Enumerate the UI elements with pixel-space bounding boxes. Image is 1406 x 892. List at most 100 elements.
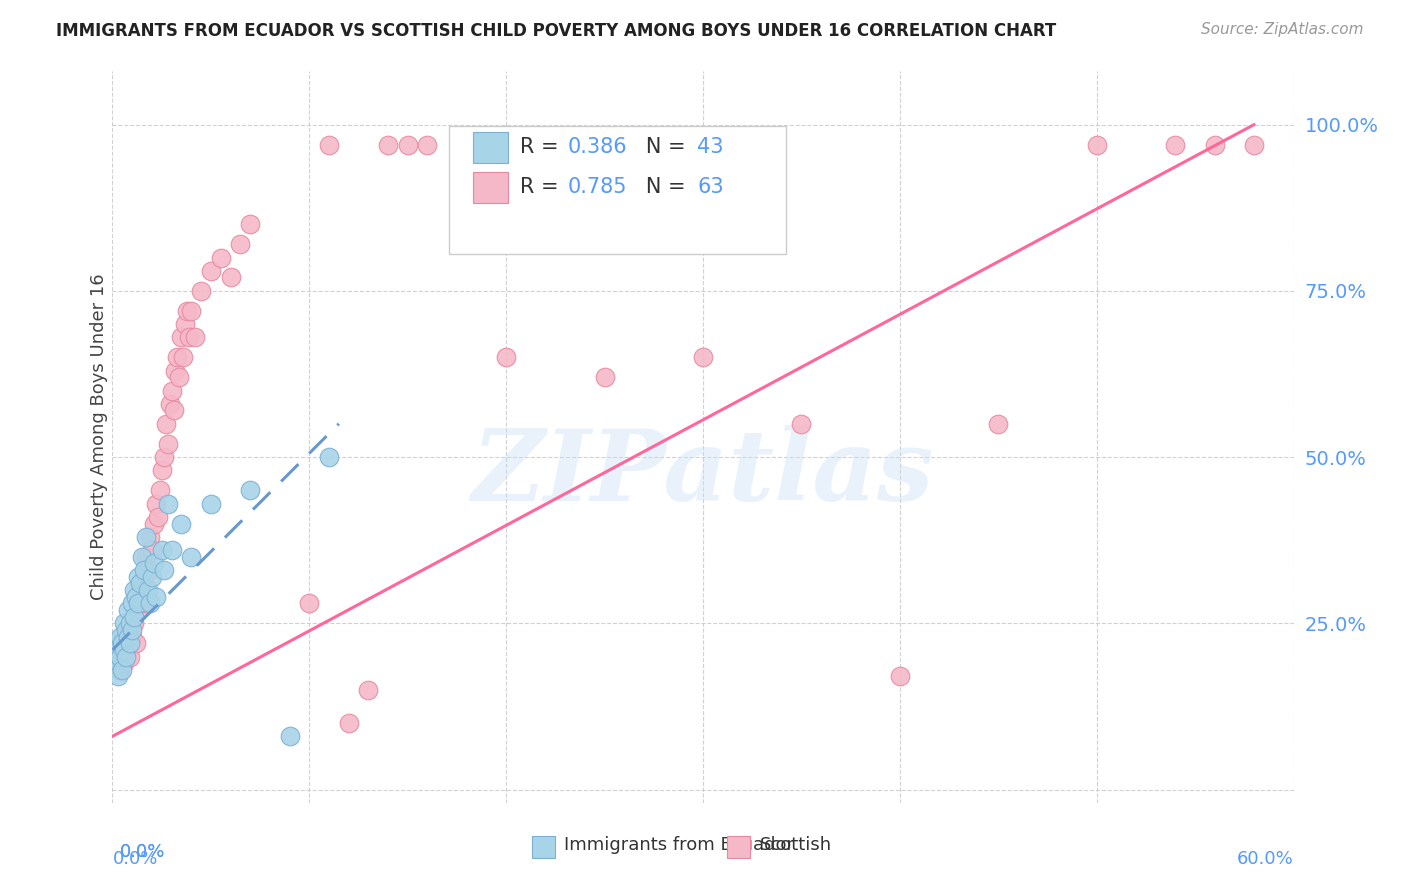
Point xyxy=(117,630,139,644)
Point xyxy=(298,596,321,610)
Point xyxy=(170,330,193,344)
Point xyxy=(790,417,813,431)
Point xyxy=(1085,137,1108,152)
Point xyxy=(120,649,142,664)
Bar xyxy=(472,132,508,163)
Point xyxy=(166,351,188,365)
Point xyxy=(162,403,184,417)
Point xyxy=(229,237,252,252)
Text: Immigrants from Ecuador: Immigrants from Ecuador xyxy=(564,836,793,855)
Point xyxy=(127,596,149,610)
Text: 60.0%: 60.0% xyxy=(1237,850,1294,868)
Point xyxy=(132,570,155,584)
Point xyxy=(172,351,194,365)
Point xyxy=(169,370,191,384)
Point xyxy=(120,616,142,631)
Text: 0.0%: 0.0% xyxy=(120,843,165,861)
Point xyxy=(112,616,135,631)
Point xyxy=(132,563,155,577)
Y-axis label: Child Poverty Among Boys Under 16: Child Poverty Among Boys Under 16 xyxy=(90,274,108,600)
Point xyxy=(987,417,1010,431)
Point xyxy=(112,643,135,657)
Point xyxy=(127,603,149,617)
Point xyxy=(141,570,163,584)
Point xyxy=(139,530,162,544)
Point xyxy=(1164,137,1187,152)
Point xyxy=(593,370,616,384)
Point xyxy=(152,563,174,577)
Point xyxy=(165,363,187,377)
Point xyxy=(129,582,152,597)
Point xyxy=(107,643,129,657)
Text: N =: N = xyxy=(626,177,693,197)
Point xyxy=(318,137,340,152)
Point xyxy=(149,483,172,498)
Point xyxy=(110,649,132,664)
Point xyxy=(136,563,159,577)
Point xyxy=(131,549,153,564)
Text: ZIPatlas: ZIPatlas xyxy=(472,425,934,522)
Point xyxy=(121,623,143,637)
Point xyxy=(141,543,163,558)
Text: 0.785: 0.785 xyxy=(567,177,627,197)
Point xyxy=(127,570,149,584)
Point xyxy=(170,516,193,531)
Point xyxy=(889,669,911,683)
Point xyxy=(115,643,138,657)
Text: 0.0%: 0.0% xyxy=(112,850,157,868)
Point xyxy=(122,582,145,597)
Point xyxy=(145,497,167,511)
Point xyxy=(318,450,340,464)
Point xyxy=(180,549,202,564)
Point xyxy=(184,330,207,344)
Bar xyxy=(531,836,555,858)
Point xyxy=(139,596,162,610)
Point xyxy=(105,656,128,670)
Point xyxy=(155,417,177,431)
Text: R =: R = xyxy=(520,136,565,157)
Point xyxy=(111,636,134,650)
Point xyxy=(160,384,183,398)
Point xyxy=(416,137,439,152)
Point xyxy=(136,582,159,597)
Text: N =: N = xyxy=(626,136,693,157)
Point xyxy=(107,669,129,683)
Point xyxy=(115,649,138,664)
Point xyxy=(111,636,134,650)
Point xyxy=(142,557,165,571)
Point xyxy=(156,436,179,450)
Point xyxy=(357,682,380,697)
Point xyxy=(180,303,202,318)
Text: 0.0%: 0.0% xyxy=(120,843,165,861)
Point xyxy=(176,303,198,318)
Point xyxy=(122,609,145,624)
Point xyxy=(1243,137,1265,152)
Point xyxy=(125,636,148,650)
Point xyxy=(131,596,153,610)
Point xyxy=(105,636,128,650)
Point xyxy=(121,596,143,610)
Point xyxy=(115,623,138,637)
Text: 63: 63 xyxy=(697,177,724,197)
Point xyxy=(200,497,222,511)
Text: 0.386: 0.386 xyxy=(567,136,627,157)
Point xyxy=(145,590,167,604)
Point xyxy=(219,270,242,285)
Text: Source: ZipAtlas.com: Source: ZipAtlas.com xyxy=(1201,22,1364,37)
Point xyxy=(110,630,132,644)
Point xyxy=(239,217,262,231)
Text: 43: 43 xyxy=(697,136,724,157)
Point xyxy=(121,630,143,644)
Point xyxy=(129,576,152,591)
Point xyxy=(110,663,132,677)
Point xyxy=(117,603,139,617)
Point xyxy=(495,351,517,365)
Point xyxy=(117,623,139,637)
Point xyxy=(209,251,232,265)
Point xyxy=(159,397,181,411)
Point xyxy=(107,649,129,664)
Point xyxy=(1204,137,1226,152)
Bar xyxy=(472,172,508,203)
Point xyxy=(190,284,212,298)
Point xyxy=(396,137,419,152)
